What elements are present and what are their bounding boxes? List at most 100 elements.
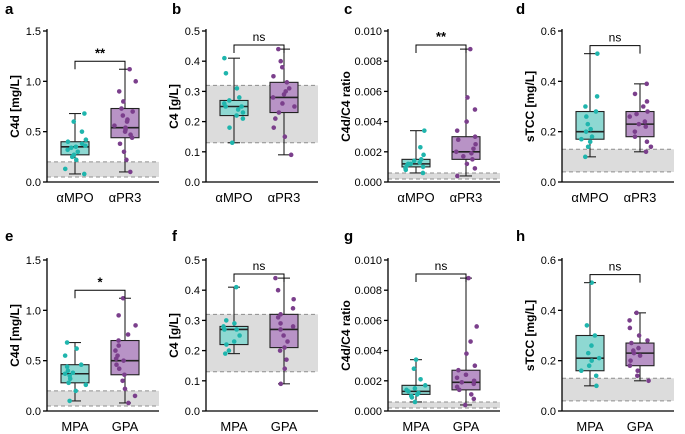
iqr-box [219,325,249,346]
data-point [276,110,282,115]
data-point [461,154,466,159]
data-point [227,125,232,130]
data-point [464,351,469,356]
data-point [589,134,595,139]
data-point [116,89,122,94]
data-point [413,357,419,362]
data-point [416,390,421,396]
data-point [644,99,650,104]
data-point [62,353,68,358]
data-point [454,384,460,390]
y-tick-label: 0.004 [354,117,382,129]
data-point [585,144,591,150]
data-point [290,306,296,311]
data-point [239,104,244,109]
data-point [596,355,602,361]
y-tick-label: 0.3 [185,315,200,327]
data-point [270,95,276,100]
box-plot-GPA [269,275,299,387]
significance-label: ns [435,259,448,273]
y-axis-label: sTCC [mg/L] [523,71,537,142]
y-tick-label: 0.5 [185,26,200,38]
data-point [420,170,426,176]
data-point [240,116,246,121]
y-tick-label: 0.002 [354,376,382,388]
panel-g: 0.000 0.002 0.004 0.006 0.008 0.010 C4d/C4 rat… [339,228,500,434]
data-point [459,380,465,385]
data-point [594,383,599,389]
data-point [404,387,409,393]
data-point [589,358,594,363]
y-tick-label: 0.2 [185,117,200,129]
data-point [120,378,125,384]
data-point [124,157,129,163]
data-point [119,106,124,111]
x-category-label: αPR3 [450,190,483,205]
data-point [125,117,130,122]
data-point [422,128,427,133]
data-point [464,119,469,124]
x-category-label: αPR3 [624,190,657,205]
data-point [288,152,294,158]
data-point [234,113,239,118]
y-tick-label: 0.0 [541,177,556,189]
y-tick-label: 0.5 [185,255,200,267]
data-point [472,166,478,171]
data-point [584,323,590,328]
y-tick-label: 0.3 [185,86,200,98]
data-point [116,343,121,348]
box-plot-GPA [110,295,140,406]
data-point [115,353,120,358]
data-point [271,74,276,79]
data-point [473,141,478,147]
data-point [221,101,227,106]
data-point [644,81,650,87]
y-tick-label: 0.004 [354,346,382,358]
data-point [113,348,118,353]
data-point [418,144,423,150]
y-tick-label: 0.2 [541,356,556,368]
data-point [229,140,235,146]
x-category-label: GPA [453,419,480,434]
significance-bracket [589,45,641,54]
y-tick-label: 0.006 [354,315,382,327]
data-point [273,116,278,121]
data-point [271,125,277,130]
data-point [454,128,460,133]
data-point [120,113,126,118]
data-point [630,348,636,353]
y-tick-label: 0.1 [185,147,200,159]
data-point [418,157,424,162]
panel-letter: c [344,1,352,18]
data-point [455,137,461,143]
data-point [418,376,423,382]
y-axis-label: C4d [mg/L] [8,304,22,367]
data-point [133,323,138,328]
y-tick-label: 0.010 [354,255,382,267]
box-plot-MPA [401,357,431,405]
data-point [127,169,133,175]
data-point [73,157,79,163]
data-point [112,123,117,128]
x-category-label: αMPO [571,190,608,205]
significance-bracket [233,273,285,282]
y-axis-label: C4 [g/L] [167,313,181,358]
data-point [635,368,641,374]
y-tick-label: 0.006 [354,86,382,98]
data-point [291,296,296,302]
data-point [586,363,592,369]
data-point [233,284,239,290]
box-plot-MPA [575,280,605,389]
data-point [411,158,417,164]
data-point [463,372,469,378]
data-point [127,66,132,72]
data-point [585,121,591,127]
data-point [64,364,70,370]
data-point [454,375,460,381]
data-point [589,280,594,285]
data-point [121,358,126,363]
data-point [583,129,589,134]
data-point [412,399,418,405]
data-point [648,144,654,150]
data-point [645,338,650,343]
